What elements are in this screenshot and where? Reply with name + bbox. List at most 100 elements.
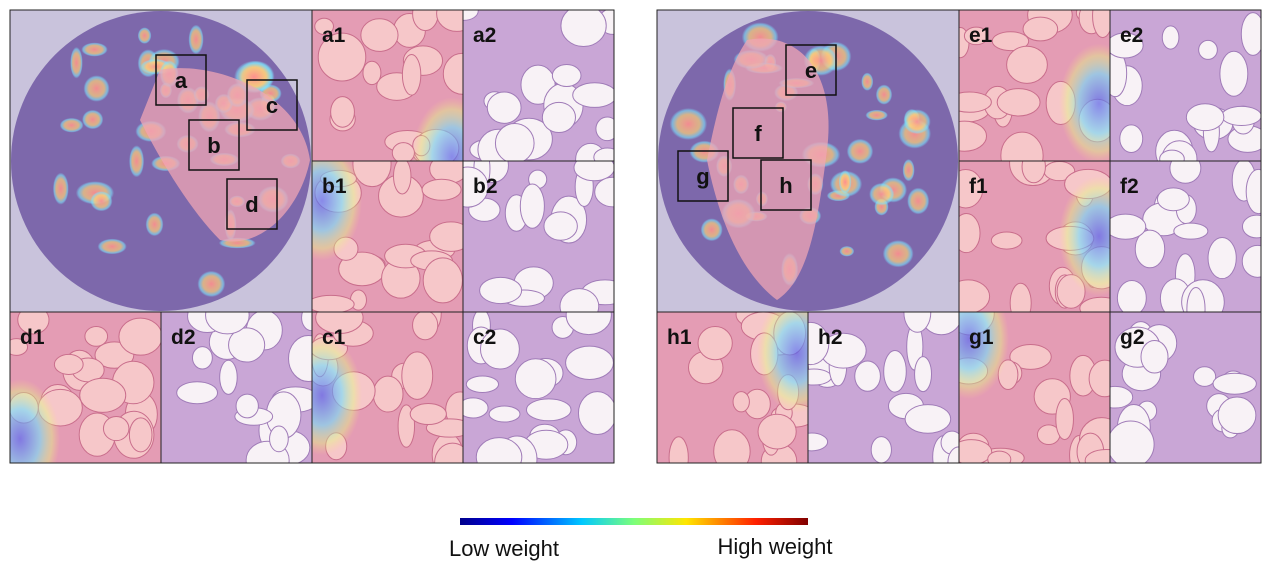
cell [1120,125,1143,153]
attention-spot [907,188,929,215]
attention-spot [90,191,112,211]
cell [988,451,1011,468]
overview-image [657,10,959,312]
attention-spot [82,110,103,129]
cell [119,318,162,355]
attention-spot [903,109,931,134]
original-tile: a2 [449,1,628,175]
tile-label: f1 [969,175,988,198]
attention-spot [83,75,109,102]
attention-spot [98,239,127,255]
attention-spot [138,27,152,44]
cell [480,277,522,303]
region-label: e [805,58,817,83]
attention-spot [861,73,873,91]
cell [1105,214,1145,239]
region-label: b [207,133,220,158]
colorbar-low-label: Low weight [449,536,559,561]
cell [698,327,732,360]
cell [542,102,575,132]
cell [373,376,403,412]
cell [402,352,433,400]
cell [80,378,126,412]
original-tile: b2 [448,148,631,324]
attention-spot [701,218,723,241]
cell [1186,104,1224,131]
cell [1208,237,1236,278]
cell [1023,17,1058,41]
cell [578,392,616,435]
attention-spot [60,118,84,133]
region-label: d [245,192,258,217]
attention-spot [839,170,852,194]
cell [402,54,420,95]
tile-label: e1 [969,24,993,47]
tile-label: d2 [171,326,196,349]
cell [566,346,614,379]
cell [394,158,411,194]
tile-label: a1 [322,24,346,47]
tile-label: f2 [1120,175,1139,198]
attention-spot [883,240,914,267]
cell [855,361,881,391]
tile-label: h1 [667,326,692,349]
cell [1056,399,1074,440]
region-label: h [779,173,792,198]
cell [544,212,577,240]
attention-spot [146,213,164,237]
cell [1213,373,1256,394]
cell [331,97,355,128]
attention-spot [869,183,894,206]
cell [561,5,606,47]
cell [991,232,1022,249]
cell [669,437,688,479]
original-tile: e2 [1104,10,1262,177]
cell [552,65,581,87]
attention-spot [53,173,69,205]
cell [361,19,398,52]
tile-label: c2 [473,326,496,349]
attention-spot [903,159,915,181]
cell [476,438,522,477]
tile-label: g2 [1120,326,1145,349]
original-tile: h2 [793,292,971,478]
cell [997,89,1040,116]
region-label: a [175,68,188,93]
cell [423,258,462,303]
cell [1157,188,1189,211]
original-tile: g2 [1098,312,1261,468]
attention-spot [70,47,83,79]
cell [596,117,619,141]
cell [1117,280,1146,315]
cell [270,426,289,452]
cell [714,430,750,473]
cell [413,311,438,340]
cell [1222,106,1262,125]
region-label: f [754,121,762,146]
original-tile: c2 [458,296,616,482]
tile-label: g1 [969,326,994,349]
original-tile: d2 [161,297,328,479]
cell [515,359,556,399]
attention-spot [847,139,873,164]
cell [905,405,951,434]
cell [1174,223,1208,239]
cell [363,61,381,84]
cell [1194,367,1216,387]
cell [413,0,439,31]
attention-spot [876,85,892,105]
heatmap-tile: e1 [941,0,1139,179]
cell [915,357,932,392]
figure: Low weight High weight a1a2b1b2d1d2c1c2a… [0,0,1262,563]
cell [308,295,355,313]
cell [573,83,617,108]
tile-label: d1 [20,326,45,349]
panel: e1e2f1f2h1h2g1g2efgh [657,0,1262,479]
cell [758,414,796,449]
tile-label: b1 [322,175,347,198]
tile-label: b2 [473,175,498,198]
original-tile: f2 [1105,153,1262,330]
attention-spot [129,145,144,177]
cell [595,177,632,207]
